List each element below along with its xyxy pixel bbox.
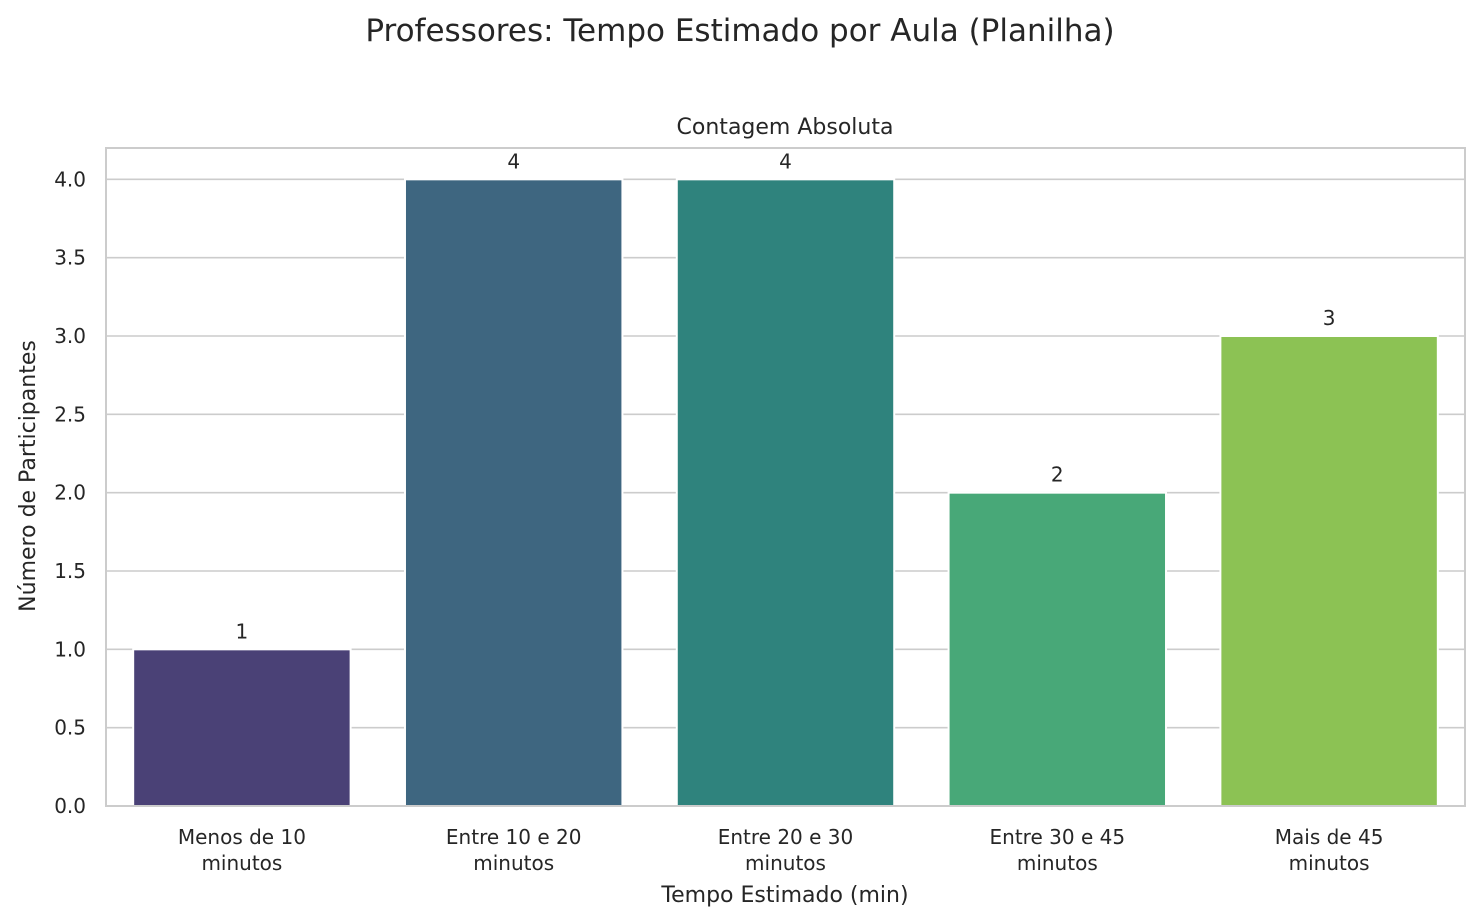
x-tick-label: minutos [1017,851,1098,875]
bar [675,178,896,808]
y-tick-label: 0.0 [54,794,86,818]
x-tick-label: Menos de 10 [178,825,306,849]
y-tick-label: 2.5 [54,402,86,426]
bar-value-label: 3 [1323,306,1336,330]
y-tick-label: 2.0 [54,481,86,505]
x-tick-label: Entre 30 e 45 [990,825,1126,849]
x-tick-label: minutos [201,851,282,875]
x-tick-label: Entre 20 e 30 [718,825,854,849]
x-axis-label: Tempo Estimado (min) [660,883,908,908]
y-tick-labels: 0.0 0.5 1.0 1.5 2.0 2.5 3.0 3.5 4.0 [54,167,86,818]
data-labels: 1 4 4 2 3 [236,149,1336,643]
bar [403,178,624,808]
y-tick-label: 4.0 [54,167,86,191]
bars [132,178,1439,808]
x-tick-label: minutos [745,851,826,875]
y-tick-label: 0.5 [54,716,86,740]
y-tick-label: 3.5 [54,246,86,270]
x-tick-label: Entre 10 e 20 [446,825,582,849]
bar-value-label: 2 [1051,463,1064,487]
chart-title: Professores: Tempo Estimado por Aula (Pl… [365,13,1114,49]
bar [1219,335,1439,807]
bar-value-label: 4 [779,149,792,173]
y-tick-label: 1.5 [54,559,86,583]
x-tick-label: Mais de 45 [1275,825,1384,849]
x-tick-label: minutos [473,851,554,875]
bar [132,648,352,807]
bar-value-label: 1 [236,619,249,643]
y-tick-label: 1.0 [54,637,86,661]
chart-subtitle: Contagem Absoluta [677,115,894,140]
plot-frame [105,147,1466,807]
x-tick-label: minutos [1289,851,1370,875]
y-axis-label: Número de Participantes [16,340,41,612]
y-tick-label: 3.0 [54,324,86,348]
bar-value-label: 4 [507,149,520,173]
bar [947,491,1168,807]
